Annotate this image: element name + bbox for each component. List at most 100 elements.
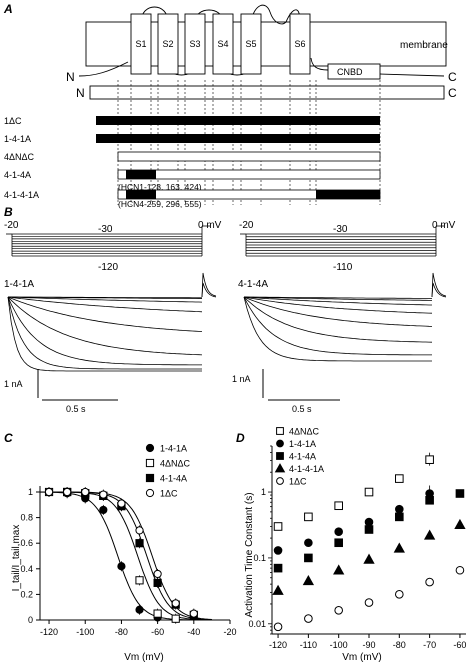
left-trace-7 bbox=[7, 296, 202, 370]
c-point-3 bbox=[63, 487, 72, 497]
d-point-0 bbox=[364, 487, 374, 497]
chart-d-ylabel: Activation Time Constant (s) bbox=[244, 492, 255, 617]
left-hold-mid: -30 bbox=[98, 224, 113, 235]
d-point-1 bbox=[334, 527, 343, 537]
left-trace-1 bbox=[8, 296, 202, 299]
left-trace-3 bbox=[7, 296, 203, 313]
d-xtick-label: -90 bbox=[362, 640, 375, 650]
c-point-2 bbox=[135, 539, 144, 548]
c-point-0 bbox=[135, 605, 144, 614]
c-point-3 bbox=[135, 526, 144, 535]
c-legend-label-3: 1ΔC bbox=[160, 489, 178, 499]
c-point-3 bbox=[153, 569, 162, 579]
current-traces-right bbox=[243, 272, 447, 362]
c-ytick-label: 1 bbox=[28, 487, 33, 497]
d-xtick-label: -60 bbox=[453, 640, 466, 650]
protocol-right bbox=[240, 225, 444, 257]
right-trace-5 bbox=[243, 296, 433, 343]
construct-label-4141a: 4-1-4-1A bbox=[4, 190, 39, 200]
d-point-1 bbox=[395, 504, 404, 514]
left-min-step: -120 bbox=[98, 262, 118, 273]
right-trace-6 bbox=[243, 296, 432, 356]
left-hold-start: -20 bbox=[4, 220, 19, 231]
c-fit-2 bbox=[40, 491, 212, 621]
c-point-3 bbox=[171, 599, 180, 608]
d-point-0 bbox=[304, 512, 313, 522]
c-xtick-label: -100 bbox=[76, 627, 94, 637]
c-xtick-label: -60 bbox=[151, 627, 164, 637]
d-point-0 bbox=[273, 522, 283, 531]
left-trace-8 bbox=[7, 296, 202, 372]
left-trace-2 bbox=[7, 296, 203, 303]
right-trace-2 bbox=[243, 296, 432, 306]
left-tail-current-2 bbox=[201, 282, 217, 298]
right-end-label: 0 mV bbox=[432, 220, 456, 231]
construct-bar-1dc bbox=[96, 116, 380, 125]
construct-label-414a: 4-1-4A bbox=[4, 170, 31, 180]
c-fit-3 bbox=[40, 491, 212, 620]
d-legend-label-2: 4-1-4A bbox=[289, 452, 316, 462]
d-legend-marker-2 bbox=[276, 452, 284, 460]
current-traces-left bbox=[7, 272, 217, 372]
right-construct-label: 4-1-4A bbox=[238, 279, 268, 290]
d-point-1 bbox=[304, 538, 313, 548]
construct-bar-4141a-hcn1 bbox=[126, 190, 156, 199]
c-xtick-label: -80 bbox=[115, 627, 128, 637]
d-ytick-label: 1 bbox=[261, 487, 266, 497]
right-hold-start: -20 bbox=[239, 220, 254, 231]
chart-c-ylabel: I_tail/I_tail,max bbox=[11, 525, 22, 592]
segment-label-s6: S6 bbox=[294, 39, 305, 49]
left-scale-time: 0.5 s bbox=[66, 404, 86, 414]
d-point-3 bbox=[363, 553, 375, 564]
left-scale-current: 1 nA bbox=[4, 379, 23, 389]
left-trace-4 bbox=[7, 296, 203, 332]
c-legend-marker-2 bbox=[145, 473, 155, 483]
d-point-4 bbox=[455, 565, 465, 575]
c-legend-marker-0 bbox=[145, 443, 155, 453]
segment-s6 bbox=[289, 13, 311, 75]
loop-5 bbox=[250, 4, 301, 25]
d-legend-label-0: 4ΔNΔC bbox=[289, 427, 320, 437]
d-ytick-label: 0.01 bbox=[248, 619, 266, 629]
full-length-bar bbox=[89, 85, 445, 100]
d-point-1 bbox=[364, 517, 374, 527]
n-terminus-label-1: N bbox=[66, 70, 75, 84]
c-ytick-label: 0 bbox=[28, 615, 33, 625]
d-xtick-label: -80 bbox=[393, 640, 406, 650]
construct-label-4dndc: 4ΔNΔC bbox=[4, 152, 35, 162]
d-point-3 bbox=[272, 584, 284, 595]
cnbd-box bbox=[327, 63, 381, 80]
n-terminal-tail bbox=[78, 61, 129, 77]
construct-bar-141a bbox=[96, 134, 380, 143]
d-legend-marker-1 bbox=[276, 439, 284, 448]
segment-label-s5: S5 bbox=[245, 39, 256, 49]
construct-bar-414a bbox=[117, 169, 381, 180]
c-point-1 bbox=[135, 576, 144, 585]
panel-c-letter: C bbox=[4, 431, 13, 445]
c-legend-label-2: 4-1-4A bbox=[160, 474, 187, 484]
c-xtick-label: -20 bbox=[223, 627, 236, 637]
right-trace-3 bbox=[243, 296, 433, 314]
c-legend-label-1: 4ΔNΔC bbox=[160, 459, 191, 469]
left-construct-label: 1-4-1A bbox=[4, 279, 34, 290]
d-xtick-label: -100 bbox=[330, 640, 348, 650]
right-hold-mid: -30 bbox=[333, 224, 348, 235]
left-trace-5 bbox=[7, 296, 203, 356]
c-point-3 bbox=[189, 609, 198, 618]
c-point-1 bbox=[171, 614, 180, 623]
c-point-3 bbox=[44, 487, 54, 497]
segment-s2 bbox=[157, 13, 179, 75]
d-point-2 bbox=[273, 563, 283, 573]
c-terminus-label-2: C bbox=[448, 86, 457, 100]
protocol-left bbox=[6, 225, 210, 257]
right-trace-4 bbox=[243, 296, 433, 327]
right-min-step: -110 bbox=[333, 262, 353, 273]
d-point-4 bbox=[395, 590, 404, 599]
cnbd-label: CNBD bbox=[337, 67, 363, 77]
c-xtick-label: -120 bbox=[40, 627, 58, 637]
d-point-2 bbox=[425, 495, 434, 505]
c-point-3 bbox=[99, 490, 108, 499]
segment-s1 bbox=[130, 13, 152, 75]
segment-label-s4: S4 bbox=[217, 39, 228, 49]
d-legend-marker-4 bbox=[276, 477, 284, 485]
